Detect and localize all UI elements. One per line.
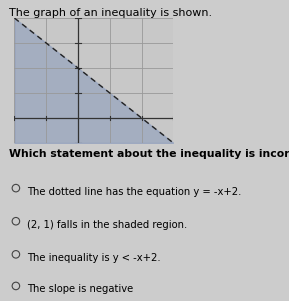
Text: The inequality is y < -x+2.: The inequality is y < -x+2. xyxy=(27,253,161,263)
Text: (2, 1) falls in the shaded region.: (2, 1) falls in the shaded region. xyxy=(27,220,188,230)
Text: The slope is negative: The slope is negative xyxy=(27,284,134,294)
Text: Which statement about the inequality is incorrect?: Which statement about the inequality is … xyxy=(9,149,289,159)
Text: The graph of an inequality is shown.: The graph of an inequality is shown. xyxy=(9,8,212,17)
Text: The dotted line has the equation y = -x+2.: The dotted line has the equation y = -x+… xyxy=(27,187,242,197)
